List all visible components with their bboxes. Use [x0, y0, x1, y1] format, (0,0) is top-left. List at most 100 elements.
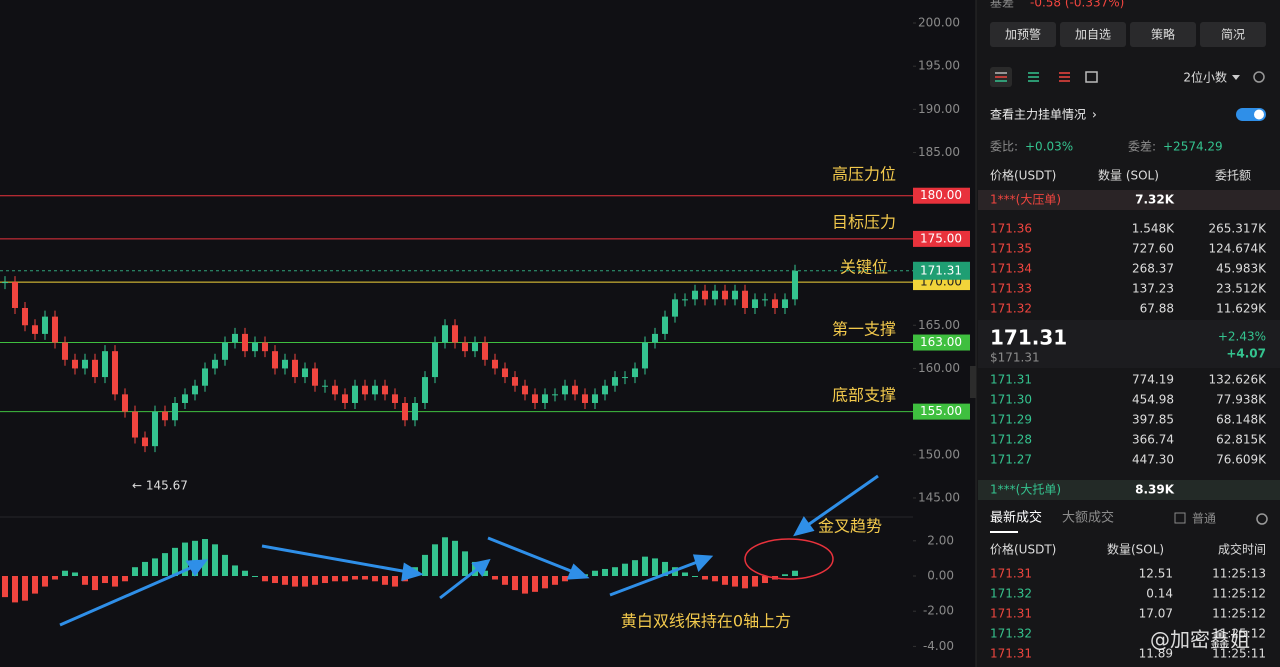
book-qty: 67.88: [1140, 302, 1174, 316]
book-amount: 62.815K: [1216, 433, 1267, 447]
candle: [352, 385, 358, 403]
level-note: 高压力位: [832, 165, 896, 184]
label: 委比:: [990, 140, 1018, 154]
macd-bar: [342, 576, 348, 582]
candle: [362, 385, 368, 395]
candle: [162, 411, 168, 421]
candle: [672, 299, 678, 317]
book-header: 委托额: [1215, 169, 1251, 183]
candle: [342, 394, 348, 403]
y-tick-label: 145.00: [918, 490, 960, 504]
macd-bar: [252, 576, 258, 577]
candle: [332, 385, 338, 395]
candle: [642, 342, 648, 369]
book-price: 171.29: [990, 413, 1032, 427]
button-label: 策略: [1151, 27, 1175, 42]
macd-bar: [192, 540, 198, 576]
macd-bar: [602, 568, 608, 576]
book-qty: 268.37: [1132, 262, 1174, 276]
tab: 大额成交: [1062, 510, 1114, 526]
settings-icon[interactable]: [1253, 71, 1265, 83]
candle: [102, 351, 108, 378]
book-price: 171.35: [990, 242, 1032, 256]
candle: [92, 359, 98, 378]
macd-bar: [152, 558, 158, 576]
candle: [242, 333, 248, 352]
y-tick-label: 185.00: [918, 145, 960, 159]
candle: [182, 394, 188, 403]
macd-bar: [92, 576, 98, 591]
macd-bar: [122, 576, 128, 582]
candle: [452, 325, 458, 343]
toggle-knob: [1254, 109, 1264, 120]
collapse-handle[interactable]: [970, 366, 976, 398]
big-ask-qty: 7.32K: [1135, 193, 1175, 207]
trade-qty: 17.07: [1139, 607, 1173, 621]
decimals-select: 2位小数: [1183, 70, 1227, 85]
candle: [692, 290, 698, 300]
book-price: 171.34: [990, 262, 1032, 276]
macd-bar: [682, 572, 688, 576]
level-tag: [913, 230, 970, 247]
candle: [152, 411, 158, 447]
settings-icon[interactable]: [1256, 513, 1268, 525]
y-tick-label: 165.00: [918, 318, 960, 332]
macd-bar: [502, 576, 508, 585]
checkbox[interactable]: [1174, 512, 1186, 524]
button[interactable]: [1200, 22, 1266, 47]
book-amount: 68.148K: [1216, 413, 1267, 427]
trade-time: 11:25:12: [1212, 607, 1266, 621]
tab: 最新成交: [990, 510, 1042, 526]
macd-bar: [652, 558, 658, 576]
big-bid: 1***(大托单): [990, 483, 1061, 497]
book-icons: [995, 71, 1098, 83]
annotation-arrows: [59, 474, 879, 627]
macd-tick-label: -4.00: [923, 639, 954, 653]
macd-bar: [532, 576, 538, 592]
watermark: @加密鑫姐: [1150, 628, 1250, 652]
candle: [682, 299, 688, 301]
macd-bar: [372, 576, 378, 582]
book-amount: 45.983K: [1216, 262, 1267, 276]
y-tick-label: 195.00: [918, 59, 960, 73]
button[interactable]: [990, 22, 1056, 47]
macd-bar: [292, 576, 298, 587]
candle: [632, 368, 638, 378]
button[interactable]: [1060, 22, 1126, 47]
trade-price: 171.31: [990, 647, 1032, 661]
trade-time: 11:25:12: [1212, 627, 1266, 641]
y-tick-label: 190.00: [918, 102, 960, 116]
macd-bar: [232, 565, 238, 576]
macd-bar: [462, 551, 468, 576]
candle: [412, 402, 418, 421]
candle: [82, 359, 88, 369]
candle: [752, 299, 758, 308]
candle: [32, 325, 38, 334]
macd-bar: [592, 570, 598, 576]
candle: [322, 385, 328, 387]
candle: [512, 377, 518, 386]
candle: [722, 290, 728, 300]
macd-tick-label: 2.00: [927, 533, 954, 547]
button[interactable]: [1130, 22, 1196, 47]
main-orders: 查看主力挂单情况: [990, 108, 1086, 122]
macd-bar: [782, 574, 788, 576]
macd-bar: [202, 539, 208, 576]
level-tag: [913, 187, 970, 204]
candle: [132, 411, 138, 438]
dropdown-caret: [1232, 75, 1240, 80]
candle: [2, 282, 8, 284]
candle: [522, 385, 528, 395]
trade-header: 成交时间: [1218, 542, 1266, 557]
macd-bar: [732, 576, 738, 587]
candle: [562, 385, 568, 395]
macd-bar: [622, 563, 628, 576]
label: 基差: [990, 0, 1014, 10]
candle: [272, 351, 278, 369]
macd-bar: [162, 553, 168, 576]
trade-price: 171.31: [990, 607, 1032, 621]
macd-bar: [562, 576, 568, 582]
macd-bar: [82, 576, 88, 585]
macd-bar: [52, 576, 58, 580]
